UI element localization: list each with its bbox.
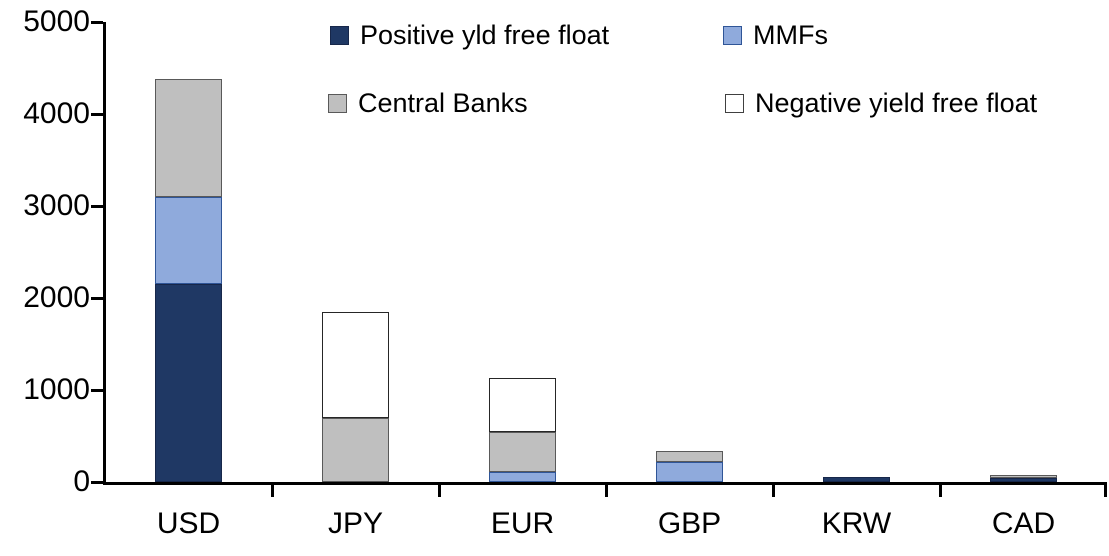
y-tick-mark (91, 481, 103, 484)
y-tick-mark (91, 389, 103, 392)
bar-segment (155, 284, 222, 482)
y-tick-mark (91, 113, 103, 116)
y-tick-label-5000: 5000 (23, 5, 90, 38)
x-tick-mark (1104, 483, 1107, 497)
bar-segment (656, 451, 723, 462)
bar-segment (823, 477, 890, 482)
legend-label: Central Banks (358, 88, 528, 118)
x-tick-mark (939, 483, 942, 497)
legend-swatch-positive-yld-free-float (330, 25, 349, 45)
legend-swatch-negative-yield-free-float (725, 93, 744, 113)
y-axis-line (103, 22, 106, 485)
bar-segment (656, 461, 723, 482)
bar-segment (322, 417, 389, 482)
y-tick-mark (91, 297, 103, 300)
bar-segment (489, 432, 556, 472)
y-tick-label-4000: 4000 (23, 97, 90, 130)
y-tick-label-3000: 3000 (23, 189, 90, 222)
legend-item-positive-yld-free-float: Positive yld free float (330, 21, 609, 49)
bar-segment (489, 471, 556, 482)
x-tick-label-eur: EUR (490, 507, 555, 540)
x-tick-mark (605, 483, 608, 497)
bar-segment (155, 196, 222, 285)
legend-swatch-central-banks (328, 93, 347, 113)
y-tick-mark (91, 205, 103, 208)
legend-item-mmfs: MMFs (723, 21, 828, 49)
bar-segment (489, 378, 556, 433)
x-tick-label-cad: CAD (991, 507, 1056, 540)
legend-label: Positive yld free float (360, 20, 610, 50)
y-tick-mark (91, 21, 103, 24)
x-tick-label-krw: KRW (821, 507, 892, 540)
bar-segment (990, 474, 1057, 478)
legend-swatch-mmfs (723, 25, 742, 45)
x-tick-label-usd: USD (156, 507, 221, 540)
bar-segment (322, 311, 389, 418)
legend-label: Negative yield free float (755, 88, 1038, 118)
legend-label: MMFs (753, 20, 828, 50)
y-tick-label-1000: 1000 (23, 373, 90, 406)
x-tick-mark (438, 483, 441, 497)
y-tick-label-0: 0 (73, 465, 90, 498)
x-tick-label-jpy: JPY (327, 507, 384, 540)
y-tick-label-2000: 2000 (23, 281, 90, 314)
bar-segment (990, 477, 1057, 482)
bar-segment (155, 79, 222, 197)
x-tick-mark (271, 483, 274, 497)
legend-item-negative-yield-free-float: Negative yield free float (725, 89, 1037, 117)
x-tick-label-gbp: GBP (657, 507, 722, 540)
x-tick-mark (772, 483, 775, 497)
legend-item-central-banks: Central Banks (328, 89, 528, 117)
